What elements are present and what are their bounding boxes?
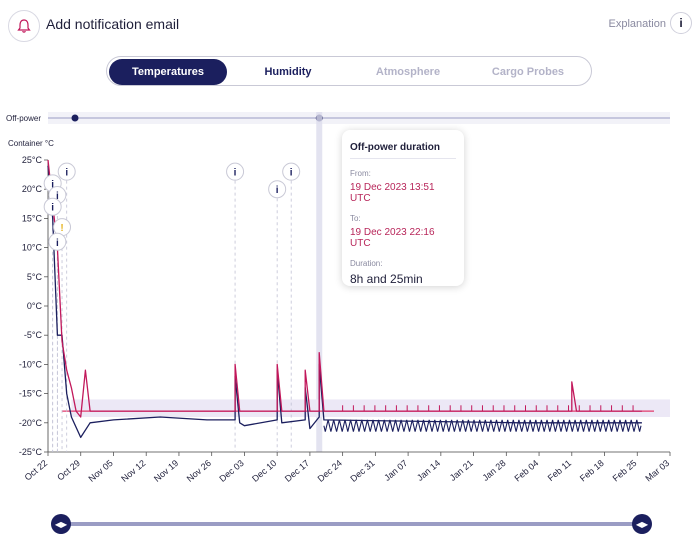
x-tick-label: Dec 24: [316, 458, 344, 484]
event-icon-glyph: i: [290, 168, 293, 179]
x-tick-label: Oct 22: [23, 458, 50, 483]
y-tick-label: 25°C: [22, 155, 43, 165]
off-power-tooltip: Off-power duration From: 19 Dec 2023 13:…: [342, 130, 464, 286]
tooltip-to-value: 19 Dec 2023 22:16 UTC: [350, 227, 435, 249]
tooltip-to-label: To:: [350, 214, 361, 223]
tab-humidity[interactable]: Humidity: [264, 66, 312, 78]
x-tick-label: Mar 03: [643, 458, 671, 484]
y-tick-label: -15°C: [19, 389, 43, 399]
x-tick-label: Oct 29: [55, 458, 82, 483]
event-info-icon[interactable]: i: [57, 162, 76, 181]
timeline-scrollbar[interactable]: [60, 522, 642, 526]
y-tick-label: 5°C: [27, 272, 43, 282]
tooltip-from-label: From:: [350, 169, 371, 178]
event-icon-glyph: i: [56, 238, 59, 249]
explanation-info-icon[interactable]: i: [670, 12, 692, 34]
x-tick-label: Dec 31: [348, 458, 376, 484]
event-icon-glyph: !: [60, 223, 63, 234]
event-icon-circle: [268, 180, 287, 199]
event-icon-glyph: i: [56, 191, 59, 202]
x-tick-label: Jan 28: [480, 458, 507, 483]
event-info-icon[interactable]: i: [48, 232, 67, 251]
event-icon-circle: [43, 197, 62, 216]
tab-atmosphere: Atmosphere: [375, 66, 441, 78]
tooltip-title: Off-power duration: [350, 142, 456, 159]
x-tick-label: Feb 04: [512, 458, 540, 484]
event-icon-glyph: i: [276, 185, 279, 196]
y-tick-label: -25°C: [19, 447, 43, 457]
series-supply-air-line: [47, 159, 642, 418]
x-tick-label: Dec 10: [250, 458, 278, 484]
event-icon-circle: [57, 162, 76, 181]
y-tick-label: -20°C: [19, 418, 43, 428]
notification-bell-button[interactable]: [8, 10, 40, 42]
off-power-marker[interactable]: [71, 114, 79, 122]
event-icon-glyph: i: [234, 168, 237, 179]
x-tick-label: Feb 18: [578, 458, 606, 484]
event-icon-glyph: i: [65, 168, 68, 179]
event-icon-circle: [282, 162, 301, 181]
event-info-icon[interactable]: i: [226, 162, 245, 181]
setpoint-band: [71, 399, 670, 417]
tooltip-duration-value: 8h and 25min: [350, 272, 423, 286]
x-tick-label: Jan 21: [448, 458, 475, 483]
event-icon-circle: [226, 162, 245, 181]
series-return-air-line: [47, 165, 642, 439]
x-tick-label: Nov 12: [119, 458, 147, 484]
tooltip-from-value: 19 Dec 2023 13:51 UTC: [350, 182, 435, 204]
x-tick-label: Nov 26: [185, 458, 213, 484]
tab-cargo-probes: Cargo Probes: [491, 66, 565, 78]
y-tick-label: 0°C: [27, 301, 43, 311]
y-tick-label: -5°C: [24, 330, 43, 340]
off-power-label: Off-power: [6, 114, 41, 123]
tooltip-duration-label: Duration:: [350, 259, 383, 268]
x-tick-label: Nov 19: [152, 458, 180, 484]
scrollbar-left-handle[interactable]: ◀▶: [51, 514, 71, 534]
x-tick-label: Jan 14: [415, 458, 442, 483]
x-tick-label: Feb 11: [546, 458, 573, 483]
bell-icon: [17, 19, 31, 33]
y-tick-label: 15°C: [22, 213, 43, 223]
event-info-icon[interactable]: i: [282, 162, 301, 181]
explanation-label: Explanation: [608, 18, 667, 30]
tab-bar: Temperatures Humidity Atmosphere Cargo P…: [106, 56, 592, 86]
x-tick-label: Dec 03: [217, 458, 245, 484]
y-axis-label: Container °C: [8, 139, 54, 148]
x-tick-label: Dec 17: [283, 458, 311, 484]
y-tick-label: -10°C: [19, 359, 43, 369]
y-tick-label: 10°C: [22, 243, 43, 253]
x-tick-label: Feb 25: [611, 458, 639, 484]
event-icon-glyph: i: [51, 203, 54, 214]
tab-temperatures[interactable]: Temperatures: [109, 59, 227, 85]
event-icon-circle: [48, 232, 67, 251]
off-power-highlight: [316, 112, 323, 452]
scrollbar-right-handle[interactable]: ◀▶: [632, 514, 652, 534]
event-info-icon[interactable]: i: [43, 197, 62, 216]
event-info-icon[interactable]: i: [268, 180, 287, 199]
event-icon-glyph: i: [51, 179, 54, 190]
y-tick-label: 20°C: [22, 184, 43, 194]
series-return-air-oscillation: [323, 419, 642, 432]
x-tick-label: Jan 07: [382, 458, 409, 483]
add-notification-email-label[interactable]: Add notification email: [46, 16, 180, 32]
x-tick-label: Nov 05: [86, 458, 114, 484]
